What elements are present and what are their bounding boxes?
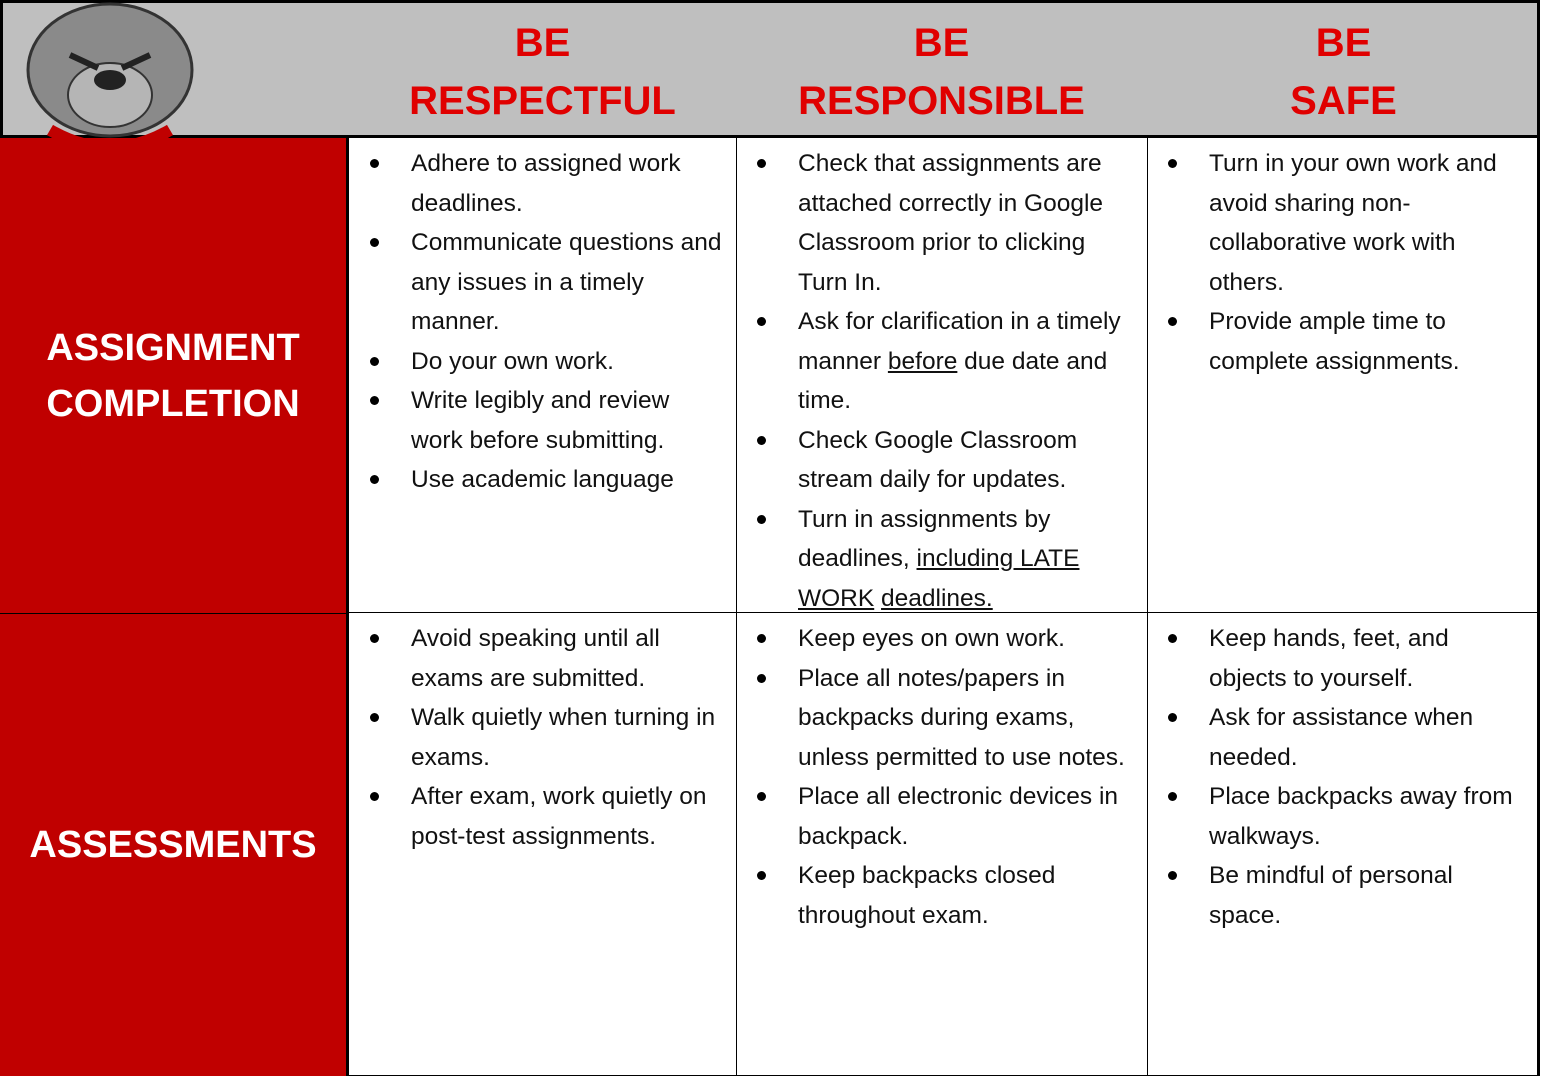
column-header: BE SAFE <box>1147 14 1540 130</box>
bullet-list: Turn in your own work and avoid sharing … <box>1147 144 1527 381</box>
bullet-list: Avoid speaking until all exams are submi… <box>349 619 726 856</box>
column-header-text: BE <box>913 21 970 65</box>
text-run: Place all notes/papers in backpacks duri… <box>798 664 1125 771</box>
text-run: Place all electronic devices in backpack… <box>798 783 1119 850</box>
text-run: Turn in assignments by deadlines, <box>798 505 1051 573</box>
text-run: Keep backpacks closed throughout exam. <box>798 862 1056 929</box>
bullet-item: Write legibly and review work before sub… <box>370 381 726 460</box>
text-run: deadlines. <box>881 584 993 612</box>
bullet-item: Ask for clarification in a timely manner… <box>757 302 1137 421</box>
column-header-text: BE <box>514 21 571 65</box>
text-run: Communicate questions and any issues in … <box>411 229 722 335</box>
text-run: Be mindful of personal space. <box>1209 862 1453 929</box>
bullet-item: Ask for assistance when needed. <box>1168 698 1527 777</box>
text-run <box>874 585 881 612</box>
cell: Avoid speaking until all exams are submi… <box>349 613 737 1076</box>
column-header: BE RESPECTFUL <box>349 14 736 130</box>
bullet-item: Adhere to assigned work deadlines. <box>370 144 726 223</box>
text-run: before <box>887 347 958 375</box>
bullet-item: Provide ample time to complete assignmen… <box>1168 302 1527 381</box>
text-run: Keep hands, feet, and objects to yoursel… <box>1209 625 1449 692</box>
bullet-item: Keep hands, feet, and objects to yoursel… <box>1168 619 1527 698</box>
bullet-list: Adhere to assigned work deadlines. Commun… <box>349 144 726 500</box>
text-run: Check that assignments are attached corr… <box>798 150 1104 296</box>
text-run: Place backpacks away from walkways. <box>1209 783 1513 850</box>
bullet-item: Do your own work. <box>370 342 726 382</box>
text-run: Do your own work. <box>411 347 614 375</box>
text-run: Keep eyes on own work. <box>798 625 1065 652</box>
bullet-item: Check that assignments are attached corr… <box>757 144 1137 302</box>
bullet-item: Avoid speaking until all exams are submi… <box>370 619 726 698</box>
bullet-item: Be mindful of personal space. <box>1168 856 1527 935</box>
cell: Check that assignments are attached corr… <box>736 138 1148 613</box>
cell: Turn in your own work and avoid sharing … <box>1147 138 1540 613</box>
bullet-item: Walk quietly when turning in exams. <box>370 698 726 777</box>
cell: Keep hands, feet, and objects to yoursel… <box>1147 613 1540 1076</box>
bullet-item: Place backpacks away from walkways. <box>1168 777 1527 856</box>
bullet-list: Keep eyes on own work. Place all notes/pa… <box>736 619 1137 935</box>
text-run: Provide ample time to complete assignmen… <box>1209 308 1460 375</box>
row-label: ASSIGNMENT COMPLETION <box>0 138 349 613</box>
bullet-item: Keep backpacks closed throughout exam. <box>757 856 1137 935</box>
bullet-item: Check Google Classroom stream daily for … <box>757 421 1137 500</box>
bullet-item: After exam, work quietly on post-test as… <box>370 777 726 856</box>
bullet-list: Check that assignments are attached corr… <box>736 144 1137 618</box>
cell: Adhere to assigned work deadlines. Commun… <box>349 138 737 613</box>
text-run: Check Google Classroom stream daily for … <box>798 426 1078 494</box>
row-label-text: ASSIGNMENT COMPLETION <box>46 326 300 425</box>
bullet-item: Communicate questions and any issues in … <box>370 223 726 342</box>
bullet-item: Place all electronic devices in backpack… <box>757 777 1137 856</box>
logo <box>26 2 194 189</box>
bullet-item: Turn in assignments by deadlines, includ… <box>757 500 1137 619</box>
bullet-item: Use academic language <box>370 460 726 500</box>
column-header-text: RESPECTFUL <box>409 79 676 123</box>
cell: Keep eyes on own work. Place all notes/pa… <box>736 613 1148 1076</box>
text-run: After exam, work quietly on post-test as… <box>411 783 707 850</box>
text-run: Turn in your own work and avoid sharing … <box>1209 150 1497 296</box>
text-run: Adhere to assigned work deadlines. <box>411 150 681 217</box>
text-run: due date and time. <box>798 347 1108 415</box>
column-header: BE RESPONSIBLE <box>736 14 1147 130</box>
column-header-text: SAFE <box>1290 79 1397 123</box>
header-row <box>0 0 1540 138</box>
bullet-item: Turn in your own work and avoid sharing … <box>1168 144 1527 302</box>
row-label: ASSESSMENTS <box>0 613 349 1076</box>
bullet-item: Place all notes/papers in backpacks duri… <box>757 659 1137 778</box>
text-run: Ask for assistance when needed. <box>1209 704 1474 771</box>
column-header-text: BE <box>1315 21 1372 65</box>
text-run: Use academic language <box>411 466 674 493</box>
bullet-item: Keep eyes on own work. <box>757 619 1137 659</box>
text-run: Write legibly and review work before sub… <box>411 387 670 454</box>
text-run: Ask for clarification in a timely manner <box>798 308 1121 375</box>
bullet-list: Keep hands, feet, and objects to yoursel… <box>1147 619 1527 935</box>
column-header-text: RESPONSIBLE <box>798 79 1085 123</box>
text-run: Avoid speaking until all exams are submi… <box>411 625 660 692</box>
row-label-text: ASSESSMENTS <box>29 824 317 866</box>
text-run: including LATE WORK <box>798 545 1080 612</box>
text-run: Walk quietly when turning in exams. <box>411 704 716 771</box>
